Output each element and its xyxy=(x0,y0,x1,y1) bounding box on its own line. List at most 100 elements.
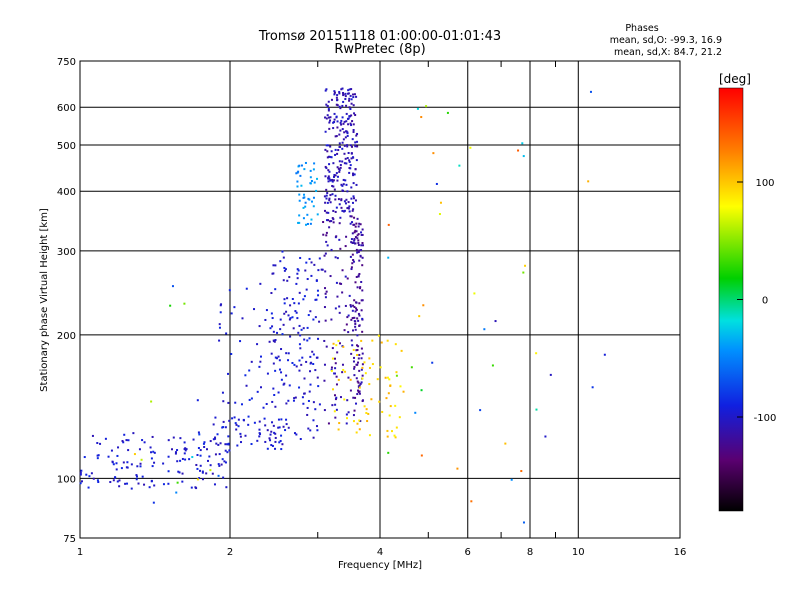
colorbar-tick-label: 100 xyxy=(755,178,774,189)
data-point xyxy=(227,435,230,438)
data-point xyxy=(209,469,212,472)
data-point xyxy=(284,429,287,432)
data-point xyxy=(258,325,261,328)
data-point xyxy=(395,374,398,377)
data-point xyxy=(281,443,284,446)
data-point xyxy=(347,207,350,210)
data-point xyxy=(398,416,401,419)
data-point xyxy=(346,399,349,402)
data-point xyxy=(309,182,312,185)
data-point xyxy=(203,445,206,448)
data-point xyxy=(259,355,262,358)
data-point xyxy=(219,311,222,314)
data-point xyxy=(352,348,355,351)
data-point xyxy=(126,461,129,464)
data-point xyxy=(92,477,95,480)
data-point xyxy=(378,400,381,403)
data-point xyxy=(293,363,296,366)
data-point xyxy=(209,440,212,443)
data-point xyxy=(589,90,592,93)
data-point xyxy=(277,426,280,429)
data-point xyxy=(341,189,344,192)
data-point xyxy=(350,266,353,269)
data-point xyxy=(335,115,338,118)
data-point xyxy=(387,223,390,226)
data-point xyxy=(355,230,358,233)
data-point xyxy=(167,482,170,485)
data-point xyxy=(325,197,328,200)
data-point xyxy=(353,223,356,226)
data-point xyxy=(231,417,234,420)
data-point xyxy=(338,342,341,345)
data-point xyxy=(352,93,355,96)
data-point xyxy=(298,199,301,202)
data-point xyxy=(91,434,94,437)
data-point xyxy=(348,97,351,100)
data-point xyxy=(185,448,188,451)
data-point xyxy=(386,429,389,432)
data-point xyxy=(299,174,302,177)
data-point xyxy=(399,385,402,388)
data-point xyxy=(306,413,309,416)
data-point xyxy=(339,216,342,219)
data-point xyxy=(344,202,347,205)
data-point xyxy=(262,406,265,409)
data-point xyxy=(218,453,221,456)
data-point xyxy=(237,418,240,421)
data-point xyxy=(272,264,275,267)
data-point xyxy=(357,233,360,236)
data-point xyxy=(336,179,339,182)
data-point xyxy=(358,419,361,422)
data-point xyxy=(389,405,392,408)
data-point xyxy=(309,362,312,365)
data-point xyxy=(274,288,277,291)
data-point xyxy=(333,91,336,94)
data-point xyxy=(361,352,364,355)
data-point xyxy=(258,428,261,431)
data-point xyxy=(358,428,361,431)
data-point xyxy=(242,418,245,421)
data-point xyxy=(221,391,224,394)
data-point xyxy=(346,277,349,280)
data-point xyxy=(336,166,339,169)
data-point xyxy=(143,441,146,444)
data-point xyxy=(273,340,276,343)
data-point xyxy=(280,378,283,381)
data-point xyxy=(350,241,353,244)
data-point xyxy=(327,169,330,172)
data-point xyxy=(347,411,350,414)
data-point xyxy=(176,460,179,463)
data-point xyxy=(339,129,342,132)
data-point xyxy=(323,254,326,257)
data-point xyxy=(281,333,284,336)
data-point xyxy=(250,443,253,446)
data-point xyxy=(393,434,396,437)
data-point xyxy=(333,357,336,360)
data-point xyxy=(420,116,423,119)
data-point xyxy=(269,433,272,436)
data-point xyxy=(177,470,180,473)
data-point xyxy=(153,451,156,454)
data-point xyxy=(350,215,353,218)
y-tick-label: 100 xyxy=(57,474,76,485)
data-point xyxy=(259,282,262,285)
data-point xyxy=(199,449,202,452)
data-point xyxy=(361,228,364,231)
data-point xyxy=(358,369,361,372)
data-point xyxy=(324,175,327,178)
data-point xyxy=(334,398,337,401)
data-point xyxy=(355,183,358,186)
data-point xyxy=(272,330,275,333)
data-point xyxy=(312,168,315,171)
data-point xyxy=(329,155,332,158)
data-point xyxy=(298,369,301,372)
data-point xyxy=(272,424,275,427)
data-point xyxy=(297,221,300,224)
data-point xyxy=(357,389,360,392)
data-point xyxy=(366,420,369,423)
data-point xyxy=(341,209,344,212)
data-point xyxy=(309,222,312,225)
data-point xyxy=(313,162,316,165)
data-point xyxy=(295,172,298,175)
